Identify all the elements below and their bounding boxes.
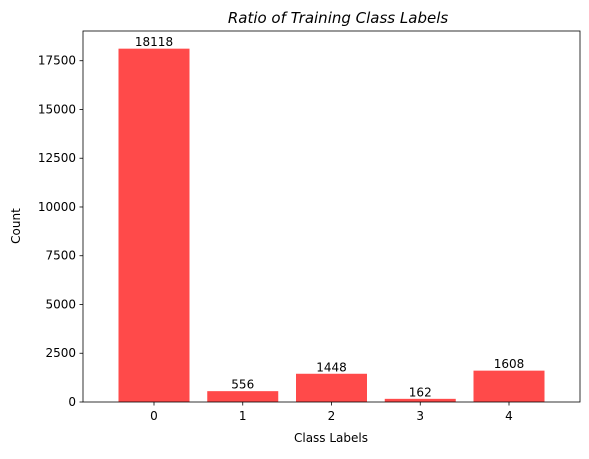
y-tick-label-2500: 2500 [45,346,76,360]
data-label-4: 1608 [494,357,525,371]
bar-1 [207,391,279,402]
y-tick-label-15000: 15000 [38,102,76,116]
bar-3 [384,398,456,402]
plot-area: 18118 556 1448 162 1608 0 1 2 3 4 0 2500 5000 7500 100… [38,30,581,423]
data-label-1: 556 [231,378,254,392]
y-tick-label-10000: 10000 [38,200,76,214]
y-axis-label: Count [9,208,23,244]
data-label-2: 1448 [316,360,347,374]
y-tick-label-0: 0 [68,395,76,409]
chart-title: Ratio of Training Class Labels [228,9,449,27]
bar-0 [118,48,190,403]
x-tick-label-4: 4 [505,409,513,423]
x-axis-label: Class Labels [294,431,368,445]
x-tick-label-0: 0 [150,409,158,423]
y-tick-label-5000: 5000 [45,297,76,311]
data-label-3: 162 [409,385,432,399]
x-tick-label-3: 3 [416,409,424,423]
data-label-0: 18118 [135,35,173,49]
bar-4 [473,370,545,402]
x-tick-label-2: 2 [328,409,336,423]
y-tick-label-12500: 12500 [38,151,76,165]
x-tick-label-1: 1 [239,409,247,423]
y-tick-label-17500: 17500 [38,54,76,68]
y-tick-label-7500: 7500 [45,249,76,263]
bar-2 [296,373,367,402]
